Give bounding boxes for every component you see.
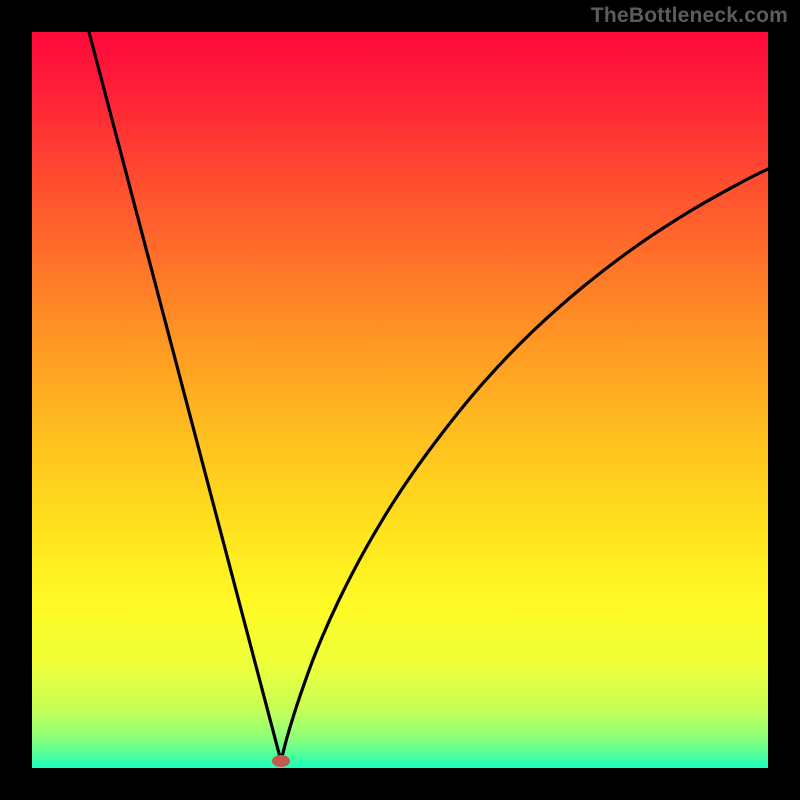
plot-svg — [32, 32, 768, 768]
minimum-marker — [272, 755, 290, 767]
watermark-text: TheBottleneck.com — [591, 4, 788, 28]
curve-left-branch — [89, 32, 281, 761]
plot-area — [32, 32, 768, 768]
curve-right-branch — [281, 169, 768, 761]
chart-frame: TheBottleneck.com — [0, 0, 800, 800]
